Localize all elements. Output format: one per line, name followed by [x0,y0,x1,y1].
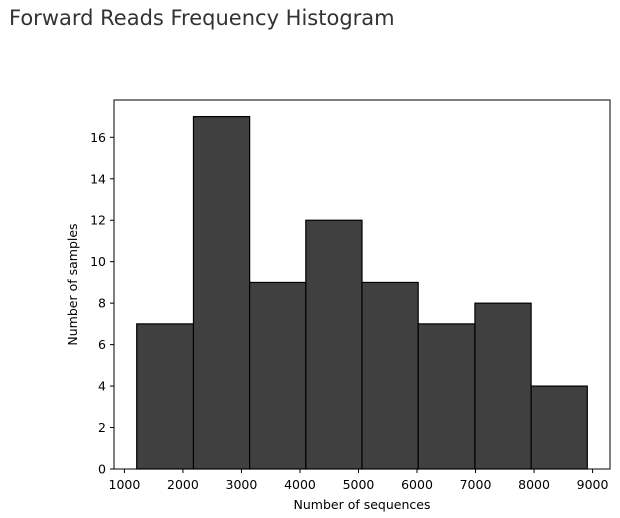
x-axis-ticks: 1000 2000 3000 4000 5000 6000 7000 8000 9000 [109,469,609,492]
y-tick-label: 12 [90,213,106,228]
x-tick-label: 3000 [226,477,258,492]
y-tick-label: 2 [98,420,106,435]
histogram-bar-5 [361,281,419,470]
x-tick-label: 4000 [284,477,316,492]
x-tick-label: 8000 [518,477,550,492]
y-tick-label: 6 [98,337,106,352]
histogram-bar-2 [192,115,251,470]
y-tick-label: 10 [90,254,106,269]
histogram-bar-8 [530,385,588,470]
plot-frame [113,99,611,470]
y-axis-ticks: 0 2 4 6 8 10 12 14 16 [90,130,114,477]
histogram-bar-6 [417,323,476,470]
page-title: Forward Reads Frequency Histogram [9,6,395,30]
y-tick-label: 0 [98,462,106,477]
x-tick-label: 6000 [401,477,433,492]
bars-group [136,115,588,470]
x-axis-label: Number of sequences [294,497,431,512]
y-tick-label: 8 [98,296,106,311]
y-tick-label: 14 [90,171,106,186]
histogram-bar-7 [474,302,532,470]
x-tick-label: 9000 [577,477,609,492]
histogram-bar-4 [305,219,363,470]
x-tick-label: 5000 [343,477,375,492]
y-tick-label: 4 [98,379,106,394]
y-axis-label: Number of samples [65,223,80,345]
x-tick-label: 2000 [167,477,199,492]
y-tick-label: 16 [90,130,106,145]
x-tick-label: 1000 [109,477,141,492]
histogram-bar-3 [249,281,307,470]
histogram-bar-1 [136,323,195,470]
x-tick-label: 7000 [460,477,492,492]
